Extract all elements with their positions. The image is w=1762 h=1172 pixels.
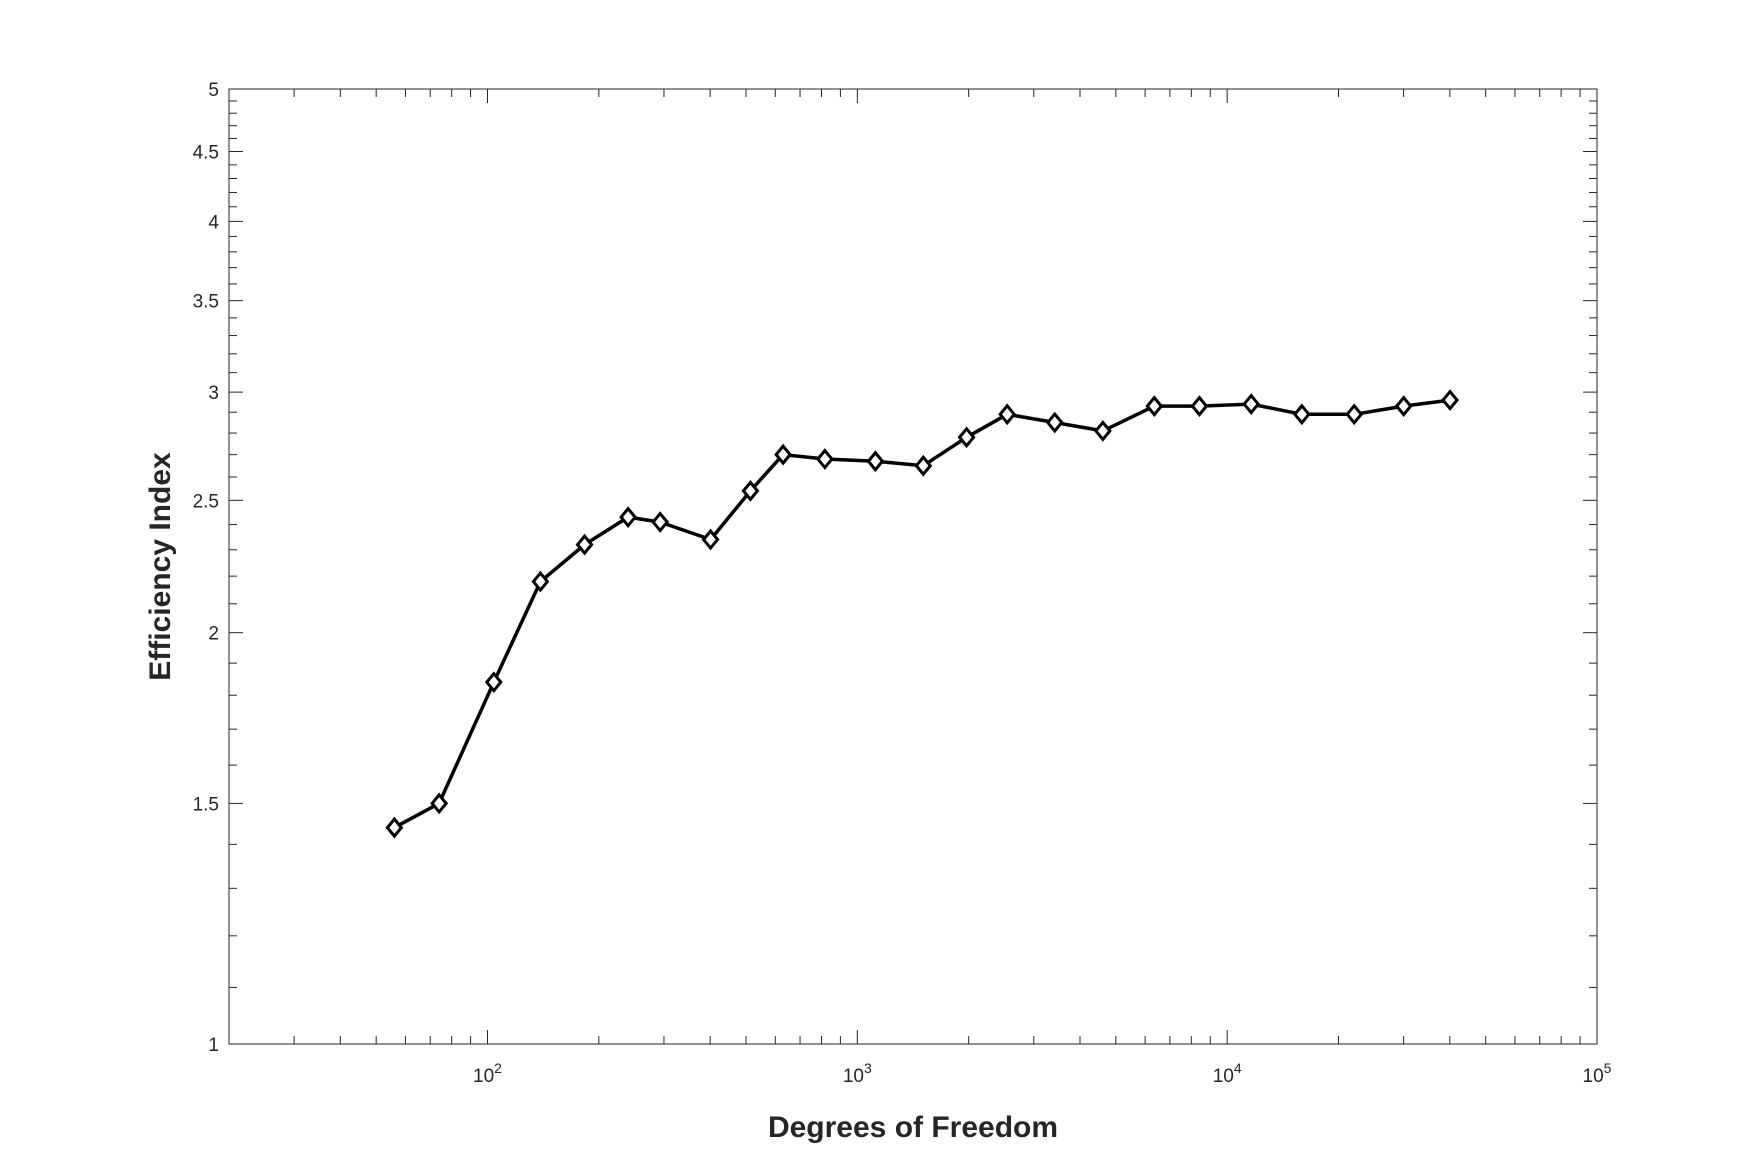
data-point-marker xyxy=(815,448,834,470)
x-tick-label-base: 10 xyxy=(1583,1066,1604,1087)
x-tick-label: 102 xyxy=(473,1060,502,1087)
y-tick-label: 3 xyxy=(208,383,219,404)
y-tick-label: 2.5 xyxy=(193,491,219,512)
data-point-marker xyxy=(1441,389,1459,411)
data-point-marker xyxy=(741,480,760,502)
data-point-marker xyxy=(1093,420,1112,442)
series-line xyxy=(393,398,1451,830)
data-point-marker xyxy=(998,403,1017,426)
x-axis-ticks: 102 103 104 105 xyxy=(473,89,1612,1087)
series-layer xyxy=(385,389,1459,839)
x-tick-label: 104 xyxy=(1213,1060,1242,1087)
minor-ticks xyxy=(229,89,1597,1044)
data-point-marker xyxy=(1045,411,1064,434)
x-tick-label: 105 xyxy=(1583,1060,1612,1087)
x-tick-label-exponent: 4 xyxy=(1234,1060,1242,1076)
plot-area xyxy=(229,89,1597,1044)
data-point-marker xyxy=(1145,395,1164,417)
data-point-marker xyxy=(430,792,449,815)
data-point-marker xyxy=(866,450,885,473)
data-point-marker xyxy=(651,511,670,533)
y-tick-label: 5 xyxy=(208,80,219,101)
data-point-marker xyxy=(701,528,720,551)
y-tick-label: 1 xyxy=(208,1035,219,1056)
x-axis-label: Degrees of Freedom xyxy=(768,1111,1058,1144)
data-point-marker xyxy=(914,454,933,477)
y-axis-label: Efficiency Index xyxy=(144,452,177,681)
y-tick-label: 3.5 xyxy=(193,292,219,313)
x-tick-label-exponent: 2 xyxy=(494,1060,502,1076)
data-point-marker xyxy=(619,506,638,529)
x-tick-label-base: 10 xyxy=(843,1066,864,1087)
x-tick-label-base: 10 xyxy=(473,1066,494,1087)
y-axis-ticks: 1 1.5 2 2.5 3 3.5 4 4.5 5 xyxy=(193,80,1597,1056)
data-point-marker xyxy=(484,671,503,694)
x-tick-label-exponent: 5 xyxy=(1604,1060,1612,1076)
data-point-marker xyxy=(385,816,404,839)
y-tick-label: 4 xyxy=(208,212,219,233)
y-tick-label: 2 xyxy=(208,624,219,645)
data-point-marker xyxy=(957,426,976,449)
data-point-marker xyxy=(575,533,594,556)
x-tick-label: 103 xyxy=(843,1060,872,1087)
data-point-marker xyxy=(1345,403,1364,426)
data-point-marker xyxy=(1394,395,1413,417)
y-tick-label: 1.5 xyxy=(193,794,219,815)
data-point-marker xyxy=(1190,395,1209,417)
y-tick-label: 4.5 xyxy=(193,143,219,164)
data-point-marker xyxy=(774,443,793,466)
x-tick-label-exponent: 3 xyxy=(864,1060,872,1076)
data-point-marker xyxy=(1242,393,1261,415)
x-tick-label-base: 10 xyxy=(1213,1066,1234,1087)
axes-box xyxy=(228,88,1598,1045)
data-point-marker xyxy=(531,570,550,593)
data-point-marker xyxy=(1292,403,1311,426)
